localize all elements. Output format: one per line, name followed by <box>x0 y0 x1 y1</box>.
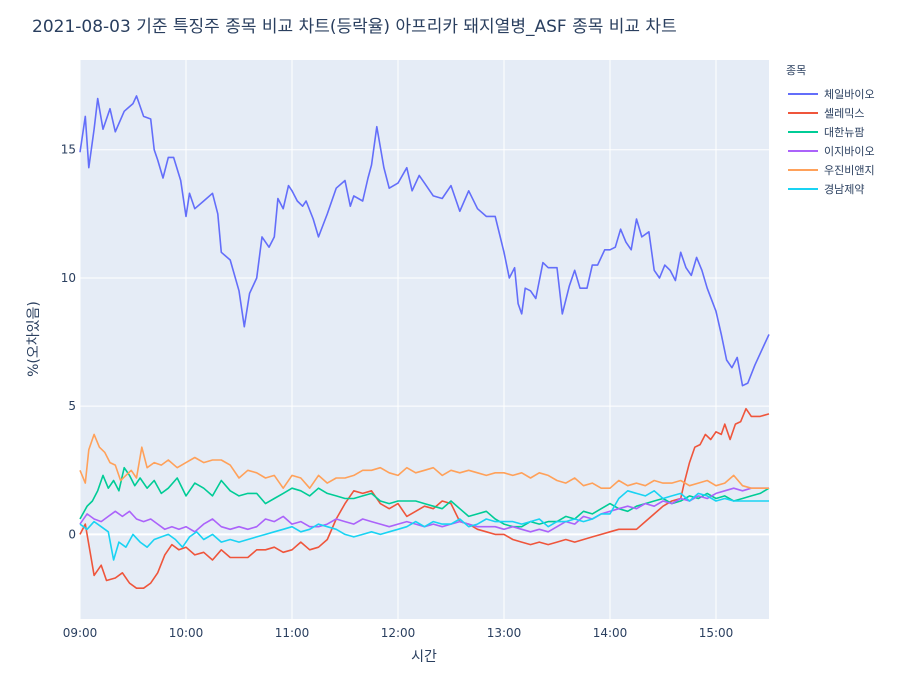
y-axis-title: %(오차있음) <box>26 301 42 377</box>
legend-label: 경남제약 <box>824 182 865 196</box>
legend-item-4[interactable]: 이지바이오 <box>786 141 875 160</box>
legend-item-2[interactable]: 셀레믹스 <box>786 103 875 122</box>
series-line-2[interactable] <box>79 407 770 589</box>
legend-label: 셀레믹스 <box>824 106 865 120</box>
legend-item-3[interactable]: 대한뉴팜 <box>786 122 875 141</box>
y-tick-label: 0 <box>68 527 76 541</box>
legend-label: 우진비앤지 <box>824 163 875 177</box>
legend-item-1[interactable]: 체일바이오 <box>786 84 875 103</box>
y-tick-label: 5 <box>68 399 76 413</box>
series-line-3[interactable] <box>79 466 770 528</box>
y-tick-label: 10 <box>61 271 76 285</box>
legend-swatch <box>788 168 818 171</box>
x-tick-label: 13:00 <box>487 626 522 640</box>
axis-layer: 09:00 10:00 11:00 12:00 13:00 14:00 15:00 0 5 10 1… <box>61 143 734 640</box>
legend-label: 대한뉴팜 <box>824 125 865 139</box>
legend-label: 이지바이오 <box>824 144 875 158</box>
x-tick-label: 10:00 <box>169 626 204 640</box>
series-line-4[interactable] <box>79 487 769 533</box>
x-tick-label: 12:00 <box>381 626 416 640</box>
x-axis-title: 시간 <box>411 649 437 665</box>
series-line-1[interactable] <box>79 95 770 387</box>
series-layer <box>79 95 770 589</box>
series-line-5[interactable] <box>79 433 769 489</box>
legend-swatch <box>788 92 818 95</box>
chart-title: 2021-08-03 기준 특징주 종목 비교 차트(등락율) 아프리카 돼지열… <box>32 17 677 37</box>
legend-swatch <box>788 187 818 190</box>
x-tick-label: 09:00 <box>63 626 98 640</box>
x-tick-label: 11:00 <box>275 626 310 640</box>
legend-swatch <box>788 149 818 152</box>
series-line-6[interactable] <box>79 490 769 561</box>
grid-layer <box>79 60 769 619</box>
legend-swatch <box>788 130 818 133</box>
legend-item-6[interactable]: 경남제약 <box>786 179 875 198</box>
legend-title: 종목 <box>786 64 807 77</box>
legend-item-5[interactable]: 우진비앤지 <box>786 160 875 179</box>
x-tick-label: 15:00 <box>699 626 734 640</box>
legend-label: 체일바이오 <box>824 87 875 101</box>
legend-swatch <box>788 111 818 114</box>
x-tick-label: 14:00 <box>593 626 628 640</box>
y-tick-label: 15 <box>61 143 76 157</box>
